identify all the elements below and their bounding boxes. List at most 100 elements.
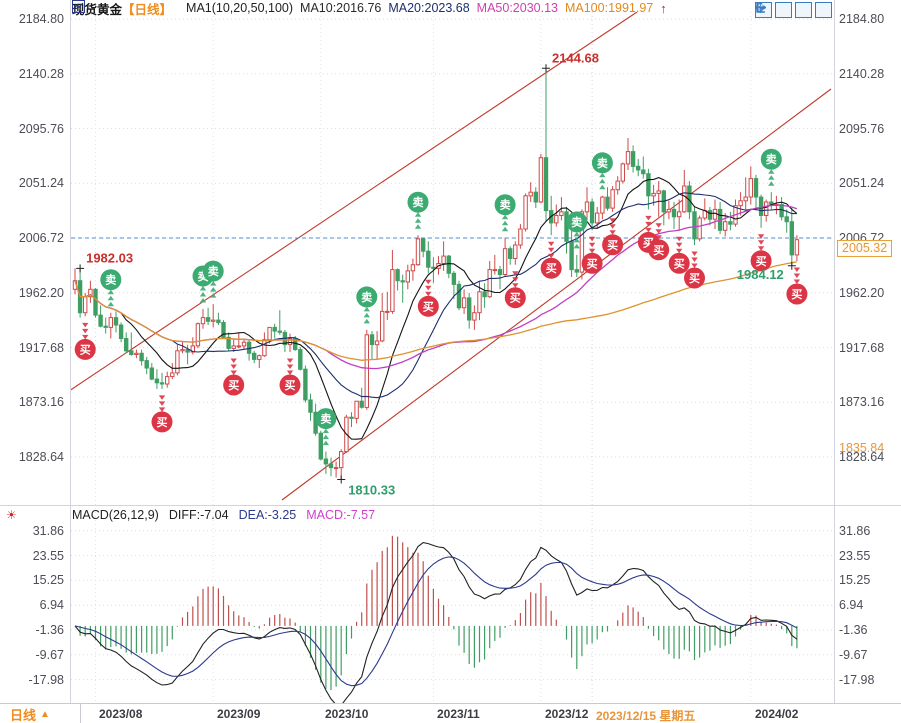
left-axis-border [70,0,71,703]
svg-text:卖: 卖 [105,273,116,287]
sell-signal-badge: 卖 [494,194,516,232]
ma20-value: MA20:2023.68 [388,1,470,15]
sell-signal-badge: 卖 [566,211,588,249]
buy-signal-badge: 买 [648,223,670,261]
macd-axis-label: -9.67 [839,648,868,662]
macd-axis-label: 31.86 [839,524,871,538]
sell-signal-badge: 卖 [356,286,378,324]
price-axis-label: 1962.20 [839,286,885,300]
sell-signal-badge: 卖 [760,148,782,186]
time-axis-label: 2023/11 [437,707,480,721]
macd-dea-value: DEA:-3.25 [238,508,297,522]
macd-axis-label: 23.55 [839,549,871,563]
buy-signal-badge: 买 [602,218,624,256]
price-axis-label: 2140.28 [839,67,885,81]
buy-signal-badge: 买 [684,251,705,289]
period-label: 【日线】 [122,2,173,17]
svg-text:买: 买 [791,288,802,301]
time-axis-label: 2023/09 [217,707,261,721]
price-axis-label: 2095.76 [18,122,64,136]
ma-group-label[interactable]: MA1(10,20,50,100) [186,1,294,15]
timeframe-selector[interactable]: 日线 ▲ [0,704,81,723]
detach-axis-icon[interactable] [757,2,832,18]
time-axis-label: 2023/12 [545,707,589,721]
svg-text:卖: 卖 [361,290,372,304]
price-axis-label: 1873.16 [839,395,885,409]
svg-text:买: 买 [653,244,664,257]
price-axis-label: 2006.72 [18,231,64,245]
macd-axis-label: -1.36 [35,623,65,637]
macd-axis-label: -17.98 [839,673,875,687]
svg-text:卖: 卖 [597,156,608,170]
svg-text:买: 买 [423,300,434,313]
price-axis-label: 2051.24 [18,176,64,190]
indicator-settings-icon[interactable]: ☀ [6,508,17,522]
time-axis-label: 2024/02 [755,707,799,721]
svg-text:买: 买 [157,416,168,429]
price-annotation: 1810.33 [348,483,395,498]
buy-signal-badge: 买 [417,279,439,317]
svg-text:卖: 卖 [571,215,582,229]
axis-scale-right-icon[interactable] [756,2,812,18]
axis-scale-left-icon[interactable] [756,2,792,18]
price-annotation: 2144.68 [552,50,599,65]
band-low-tag: 1835.84 [839,441,885,455]
price-annotation: 1982.03 [86,250,133,265]
sell-signal-badge: 卖 [591,152,613,190]
svg-text:卖: 卖 [413,195,424,209]
macd-macd-value: MACD:-7.57 [306,508,376,522]
macd-axis-label: 15.25 [32,573,64,587]
svg-text:买: 买 [285,379,296,392]
price-axis-label: 1828.64 [18,450,64,464]
sell-signal-badge: 卖 [202,260,224,298]
svg-text:买: 买 [607,239,618,252]
svg-text:买: 买 [80,343,91,356]
price-axis-label: 1873.16 [18,395,64,409]
svg-text:买: 买 [689,272,700,285]
buy-signal-badge: 买 [279,358,301,396]
macd-axis-label: 23.55 [32,549,64,563]
macd-header: MACD(26,12,9) DIFF:-7.04 DEA:-3.25 MACD:… [72,508,375,522]
right-axis-border [834,0,835,703]
svg-text:买: 买 [228,379,239,392]
svg-text:买: 买 [643,236,654,249]
macd-axis-label: 31.86 [32,524,64,538]
buy-signal-badge: 买 [540,241,562,279]
timeframe-arrow-icon: ▲ [40,708,50,720]
price-axis-label: 2184.80 [839,12,885,26]
svg-text:卖: 卖 [320,412,331,426]
svg-text:卖: 卖 [766,152,777,166]
price-axis-label: 1917.68 [839,341,885,355]
time-axis-label: 2023/12/15 星期五 [596,709,696,723]
price-axis-label: 2140.28 [18,67,64,81]
price-axis-label: 2051.24 [839,176,885,190]
price-axis-label: 2184.80 [18,12,64,26]
price-axis-label: 1962.20 [18,286,64,300]
svg-text:买: 买 [674,257,685,270]
macd-title[interactable]: MACD(26,12,9) [72,508,159,522]
last-price-tag: 2005.32 [837,240,893,257]
buy-signal-badge: 买 [668,236,690,274]
time-axis[interactable]: 日线 ▲ 2023/08 2023/09 2023/10 2023/11 2023/12… [0,703,901,723]
ma10-value: MA10:2016.76 [300,1,382,15]
macd-diff-value: DIFF:-7.04 [168,508,229,522]
trend-up-arrow-icon: ↑ [660,0,667,16]
macd-axis-label: 6.94 [39,598,64,612]
price-axis-label: 1917.68 [18,341,64,355]
sell-signal-badge: 卖 [315,408,337,446]
macd-axis-label: -1.36 [839,623,868,637]
price-axis-label: 2095.76 [839,122,885,136]
svg-text:买: 买 [756,255,767,268]
macd-axis-label: -17.98 [28,673,64,687]
svg-text:卖: 卖 [198,269,209,283]
ma50-value: MA50:2030.13 [476,1,558,15]
timeframe-label: 日线 [10,707,37,723]
buy-signal-badge: 买 [74,322,96,360]
time-axis-label: 2023/10 [325,707,369,721]
panel-divider[interactable] [0,505,901,506]
svg-text:卖: 卖 [500,198,511,212]
macd-axis-label: 6.94 [839,598,864,612]
chart-header: 现货黄金【日线】 MA1(10,20,50,100) MA10:2016.76 … [72,0,667,17]
